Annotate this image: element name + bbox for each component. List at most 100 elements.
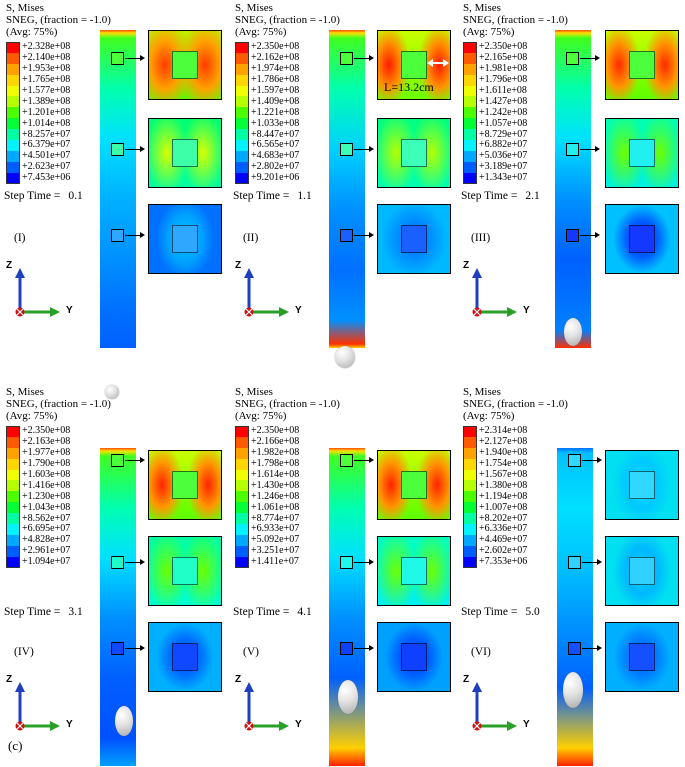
legend-row: +1.380e+08 bbox=[463, 480, 527, 492]
zoom-view bbox=[377, 450, 451, 520]
step-time-label: Step Time = bbox=[461, 606, 518, 618]
legend-value: +1.230e+08 bbox=[22, 490, 71, 502]
panel-label: (I) bbox=[14, 232, 26, 244]
zoom-inner-square bbox=[629, 225, 655, 253]
legend-row: +2.140e+08 bbox=[6, 53, 70, 64]
header-header-line1: S, Mises bbox=[235, 386, 273, 398]
legend-row: +1.765e+08 bbox=[6, 75, 70, 86]
legend-row: +1.094e+07 bbox=[6, 557, 70, 568]
zoom-view bbox=[605, 450, 679, 520]
legend-swatch bbox=[463, 469, 477, 481]
legend-row: +2.166e+08 bbox=[235, 437, 299, 448]
region-marker bbox=[111, 642, 124, 655]
region-marker bbox=[568, 556, 581, 569]
header-header-line3: (Avg: 75%) bbox=[463, 410, 515, 422]
legend-value: +2.350e+08 bbox=[22, 425, 71, 437]
legend-swatch bbox=[6, 140, 20, 151]
legend-swatch bbox=[6, 447, 20, 459]
legend-swatch bbox=[463, 74, 477, 86]
step-time-label: Step Time = bbox=[233, 190, 290, 202]
legend-swatch bbox=[235, 85, 249, 97]
legend-swatch bbox=[463, 524, 477, 535]
panel-ii: S, Mises SNEG, (fraction = -1.0) (Avg: 75%… bbox=[229, 0, 457, 383]
legend-swatch bbox=[6, 42, 20, 53]
legend-row: +1.033e+08 bbox=[235, 118, 299, 130]
projectile-ball bbox=[338, 680, 358, 714]
legend-swatch bbox=[235, 107, 249, 119]
legend-value: +6.565e+07 bbox=[251, 139, 300, 151]
legend-value: +1.389e+08 bbox=[22, 95, 71, 107]
axis-y-label: Y bbox=[295, 719, 302, 730]
legend-row: +4.469e+07 bbox=[463, 535, 527, 546]
legend-row: +1.389e+08 bbox=[6, 95, 71, 108]
legend-row: +1.567e+08 bbox=[463, 470, 527, 481]
legend-value: +1.343e+07 bbox=[479, 172, 528, 184]
callout-arrow bbox=[125, 58, 141, 60]
legend-value: +1.597e+08 bbox=[251, 85, 300, 96]
legend-row: +6.882e+07 bbox=[463, 140, 527, 151]
zoom-inner-square bbox=[401, 643, 427, 671]
legend-value: +2.350e+08 bbox=[251, 425, 300, 437]
legend-value: +1.977e+08 bbox=[22, 447, 71, 459]
legend-value: +8.774e+07 bbox=[251, 512, 300, 524]
legend-row: +1.201e+08 bbox=[6, 107, 70, 119]
legend-row: +1.411e+07 bbox=[235, 557, 299, 568]
legend-row: +3.189e+07 bbox=[463, 162, 527, 173]
legend-row: +9.201e+06 bbox=[235, 173, 299, 184]
legend-row: +1.043e+08 bbox=[6, 502, 70, 514]
legend-row: +4.828e+07 bbox=[6, 535, 70, 546]
legend-value: +3.189e+07 bbox=[479, 161, 528, 173]
color-legend: +2.350e+08 +2.165e+08 +1.981e+08 +1.796e+08… bbox=[463, 42, 527, 184]
legend-row: +1.194e+08 bbox=[463, 490, 528, 503]
region-marker bbox=[340, 229, 353, 242]
callout-arrowhead bbox=[140, 645, 145, 651]
header-header-line2: SNEG, (fraction = -1.0) bbox=[6, 398, 111, 410]
header-header-line3: (Avg: 75%) bbox=[235, 410, 287, 422]
header-header-line2: SNEG, (fraction = -1.0) bbox=[463, 14, 568, 26]
legend-swatch bbox=[235, 556, 249, 568]
legend-row: +2.350e+08 bbox=[6, 426, 70, 437]
zoom-view bbox=[148, 118, 222, 188]
legend-swatch bbox=[235, 140, 249, 151]
step-time-value: 4.1 bbox=[297, 606, 312, 618]
legend-row: +6.379e+07 bbox=[6, 140, 70, 151]
legend-value: +1.614e+08 bbox=[251, 469, 300, 480]
legend-value: +2.166e+08 bbox=[251, 436, 300, 448]
legend-row: +4.683e+07 bbox=[235, 151, 299, 162]
callout-arrowhead bbox=[140, 146, 145, 152]
callout-arrow bbox=[125, 149, 141, 151]
legend-value: +2.328e+08 bbox=[22, 41, 71, 53]
region-marker bbox=[340, 143, 353, 156]
legend-swatch bbox=[235, 42, 249, 53]
legend-value: +2.165e+08 bbox=[479, 52, 528, 64]
region-marker bbox=[340, 556, 353, 569]
legend-swatch bbox=[6, 96, 20, 108]
projectile-ball bbox=[105, 385, 119, 399]
axis-z-label: Z bbox=[235, 674, 242, 685]
legend-swatch bbox=[235, 426, 249, 437]
callout-arrow bbox=[354, 562, 370, 564]
zoom-view bbox=[148, 30, 222, 100]
zoom-view bbox=[377, 536, 451, 606]
legend-row: +8.257e+07 bbox=[6, 129, 70, 141]
legend-value: +1.194e+08 bbox=[479, 490, 528, 502]
callout-arrowhead bbox=[595, 232, 600, 238]
legend-value: +1.974e+08 bbox=[251, 63, 300, 75]
zoom-inner-square bbox=[172, 471, 198, 499]
step-time-value: 3.1 bbox=[68, 606, 83, 618]
legend-value: +1.611e+08 bbox=[479, 85, 527, 96]
panel-label: (V) bbox=[243, 646, 259, 658]
callout-arrowhead bbox=[595, 55, 600, 61]
panel-label: (III) bbox=[471, 232, 491, 244]
zoom-view bbox=[605, 30, 679, 100]
legend-value: +2.163e+08 bbox=[22, 436, 71, 448]
callout-arrow bbox=[582, 648, 598, 650]
legend-value: +2.623e+07 bbox=[22, 161, 71, 173]
legend-swatch bbox=[463, 85, 477, 97]
legend-row: +1.597e+08 bbox=[235, 86, 299, 97]
double-arrow-icon bbox=[427, 55, 449, 67]
zoom-inner-square bbox=[629, 471, 655, 499]
legend-value: +1.427e+08 bbox=[479, 95, 528, 107]
legend-value: +1.982e+08 bbox=[251, 447, 300, 459]
legend-swatch bbox=[235, 502, 249, 514]
